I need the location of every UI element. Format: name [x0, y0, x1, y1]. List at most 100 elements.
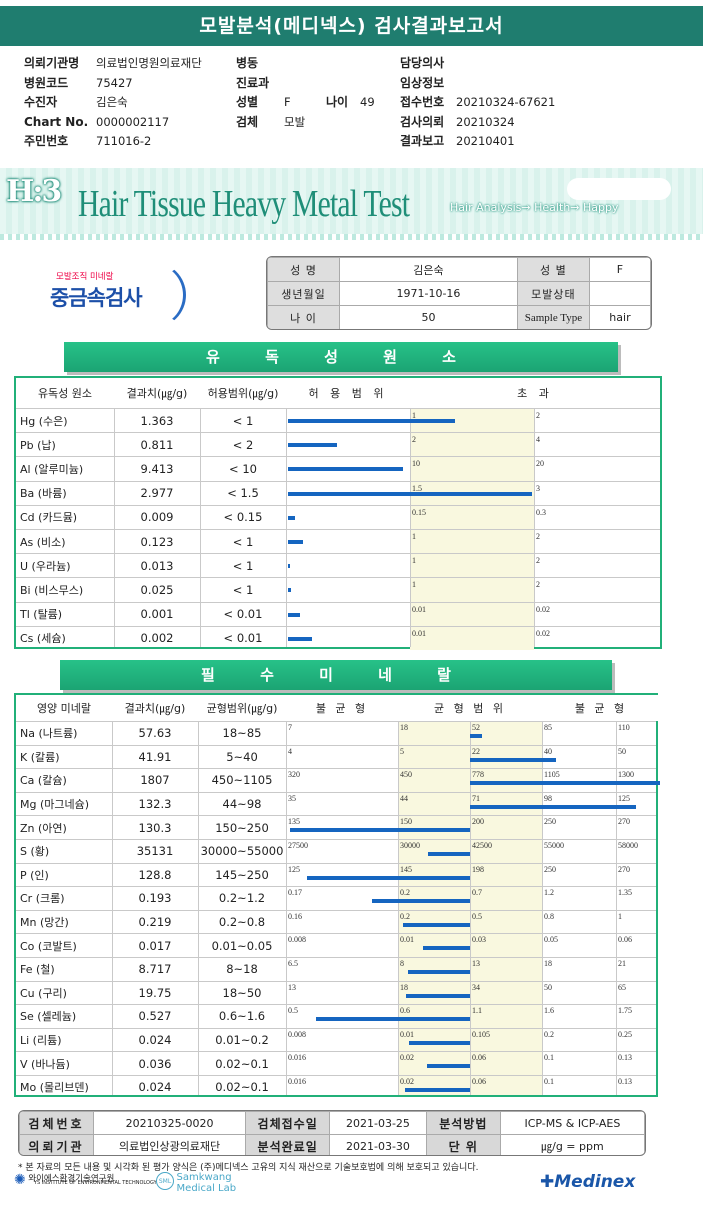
- mineral-level-bar: [408, 970, 470, 974]
- sml-logo-icon: SML: [156, 1172, 174, 1190]
- col-divider: [470, 695, 471, 1095]
- col-divider: [410, 378, 411, 647]
- tick-label: 0.5: [472, 911, 482, 921]
- tick-label: 0.01: [412, 628, 426, 638]
- tick-label: 0.105: [472, 1029, 490, 1039]
- brand-mark: H:3: [6, 174, 62, 209]
- toxic-level-bar: [288, 612, 301, 617]
- element-range: < 1: [232, 582, 254, 597]
- tick-label: 0.5: [288, 1006, 298, 1016]
- footer-box: 검체번호 20210325-0020 검체접수일 2021-03-25 분석방법 ICP-…: [18, 1110, 646, 1156]
- col-divider: [112, 695, 113, 1095]
- tick-label: 0.06: [618, 935, 632, 945]
- element-name: Hg (수은): [20, 414, 68, 428]
- header-value: 의료법인명원의료재단: [96, 56, 202, 70]
- mineral-level-bar: [427, 852, 470, 856]
- element-name: P (인): [20, 868, 49, 882]
- header-row: 병원코드 75427: [24, 74, 234, 94]
- element-value: 1.363: [140, 413, 174, 428]
- mineral-level-bar: [470, 757, 557, 762]
- element-name: Cs (세슘): [20, 632, 66, 646]
- element-name: Bi (비스무스): [20, 583, 84, 597]
- copyright-note: * 본 자료의 모든 내용 및 시각화 된 평가 양식은 (주)메디넥스 고유의…: [18, 1163, 479, 1173]
- element-range: < 1: [232, 534, 254, 549]
- header-row: 결과보고 20210401: [400, 132, 660, 152]
- element-name: Li (리튬): [20, 1034, 62, 1048]
- tick-label: 1.35: [618, 888, 632, 898]
- age-key: 나 이: [267, 305, 340, 329]
- tick-label: 0.8: [544, 911, 554, 921]
- tick-label: 0.03: [472, 935, 486, 945]
- element-name: As (비소): [20, 535, 66, 549]
- tick-label: 135: [288, 817, 300, 827]
- header-value: 20210324: [456, 114, 515, 129]
- element-name: Ba (바륨): [20, 487, 67, 501]
- birth-value: 1971-10-16: [339, 281, 518, 306]
- tick-label: 0.02: [400, 1053, 414, 1063]
- hair-state-value: [588, 281, 651, 306]
- col-divider: [616, 695, 617, 1095]
- header-row: 의뢰기관명 의료법인명원의료재단: [24, 54, 234, 74]
- table-row: K (칼륨) 41.91 5~40 4 5 22 40 50: [16, 744, 656, 769]
- element-name: Co (코발트): [20, 939, 77, 953]
- table-row: Mn (망간) 0.219 0.2~0.8 0.16 0.2 0.5 0.8 1: [16, 909, 656, 934]
- element-range: < 1: [232, 558, 254, 573]
- brand-name: Hair Tissue Heavy Metal Test: [78, 183, 410, 225]
- element-range: 0.02~0.1: [215, 1056, 269, 1071]
- tick-label: 0.7: [472, 888, 482, 898]
- toxic-header-cell: 허 용 범 위: [308, 387, 388, 400]
- mineral-level-bar: [408, 1040, 470, 1045]
- sample-no: 20210325-0020: [92, 1111, 247, 1135]
- element-range: 0.01~0.05: [211, 938, 273, 953]
- table-row: Al (알루미늄) 9.413 < 10 10 20: [16, 456, 660, 480]
- header-value: 0000002117: [96, 114, 170, 129]
- mineral-header-cell: 영양 미네랄: [16, 695, 112, 721]
- element-value: 0.002: [140, 631, 174, 646]
- mineral-level-bar: [290, 828, 470, 833]
- tick-label: 150: [400, 817, 412, 827]
- tick-label: 0.02: [536, 628, 550, 638]
- table-row: Li (리튬) 0.024 0.01~0.2 0.008 0.01 0.105 0.2 0.2…: [16, 1027, 656, 1052]
- table-row: Cr (크롬) 0.193 0.2~1.2 0.17 0.2 0.7 1.2 1.35: [16, 886, 656, 910]
- samkwang-line1: Samkwang: [176, 1172, 232, 1183]
- element-range: < 0.01: [223, 607, 263, 622]
- element-range: 0.2~0.8: [218, 915, 266, 930]
- tick-label: 200: [472, 817, 484, 827]
- tick-label: 2: [536, 580, 540, 590]
- header-value: 20210324-67621: [456, 95, 556, 109]
- org-ys: ✺ 와이에스환경기술연구원 YS INSTITUTE OF ENVIRONMEN…: [14, 1172, 164, 1202]
- sub-divider: [534, 378, 535, 647]
- tick-label: 0.05: [544, 935, 558, 945]
- element-range: 0.6~1.6: [218, 1009, 266, 1024]
- table-row: Pb (납) 0.811 < 2 2 4: [16, 432, 660, 456]
- tick-label: 0.13: [618, 1053, 632, 1063]
- tick-label: 1.75: [618, 1006, 632, 1016]
- tick-label: 4: [288, 746, 292, 756]
- toxic-table: 유독성 원소 결과치(㎍/g) 허용범위(㎍/g) 허 용 범 위 초 과 Hg (수은)…: [14, 376, 662, 650]
- element-name: Ca (칼슘): [20, 774, 67, 788]
- tick-label: 18: [400, 723, 408, 732]
- toxic-level-bar: [288, 588, 292, 593]
- element-range: 30000~55000: [200, 844, 284, 859]
- tick-label: 65: [618, 982, 626, 992]
- header-label: 주민번호: [24, 134, 69, 148]
- table-row: Mg (마그네슘) 132.3 44~98 35 44 71 98 125: [16, 791, 656, 816]
- mineral-level-bar: [371, 899, 470, 904]
- toxic-level-bar: [288, 636, 313, 641]
- col-divider: [398, 695, 399, 1095]
- toxic-header-cell: 결과치(㎍/g): [126, 387, 188, 400]
- element-value: 0.013: [140, 558, 174, 573]
- col-divider: [198, 695, 199, 1095]
- sex-value: F: [284, 95, 291, 109]
- tick-label: 270: [618, 817, 630, 827]
- element-value: 41.91: [138, 749, 172, 764]
- tick-label: 1.6: [544, 1006, 554, 1016]
- tick-label: 1: [618, 911, 622, 921]
- element-range: 450~1105: [211, 773, 273, 788]
- element-range: 5~40: [226, 749, 258, 764]
- tick-label: 0.6: [400, 1006, 410, 1016]
- tick-label: 320: [288, 770, 300, 780]
- header-label: 검사의뢰: [400, 114, 445, 129]
- table-row: Hg (수은) 1.363 < 1 1 2: [16, 408, 660, 432]
- element-value: 0.009: [140, 510, 174, 525]
